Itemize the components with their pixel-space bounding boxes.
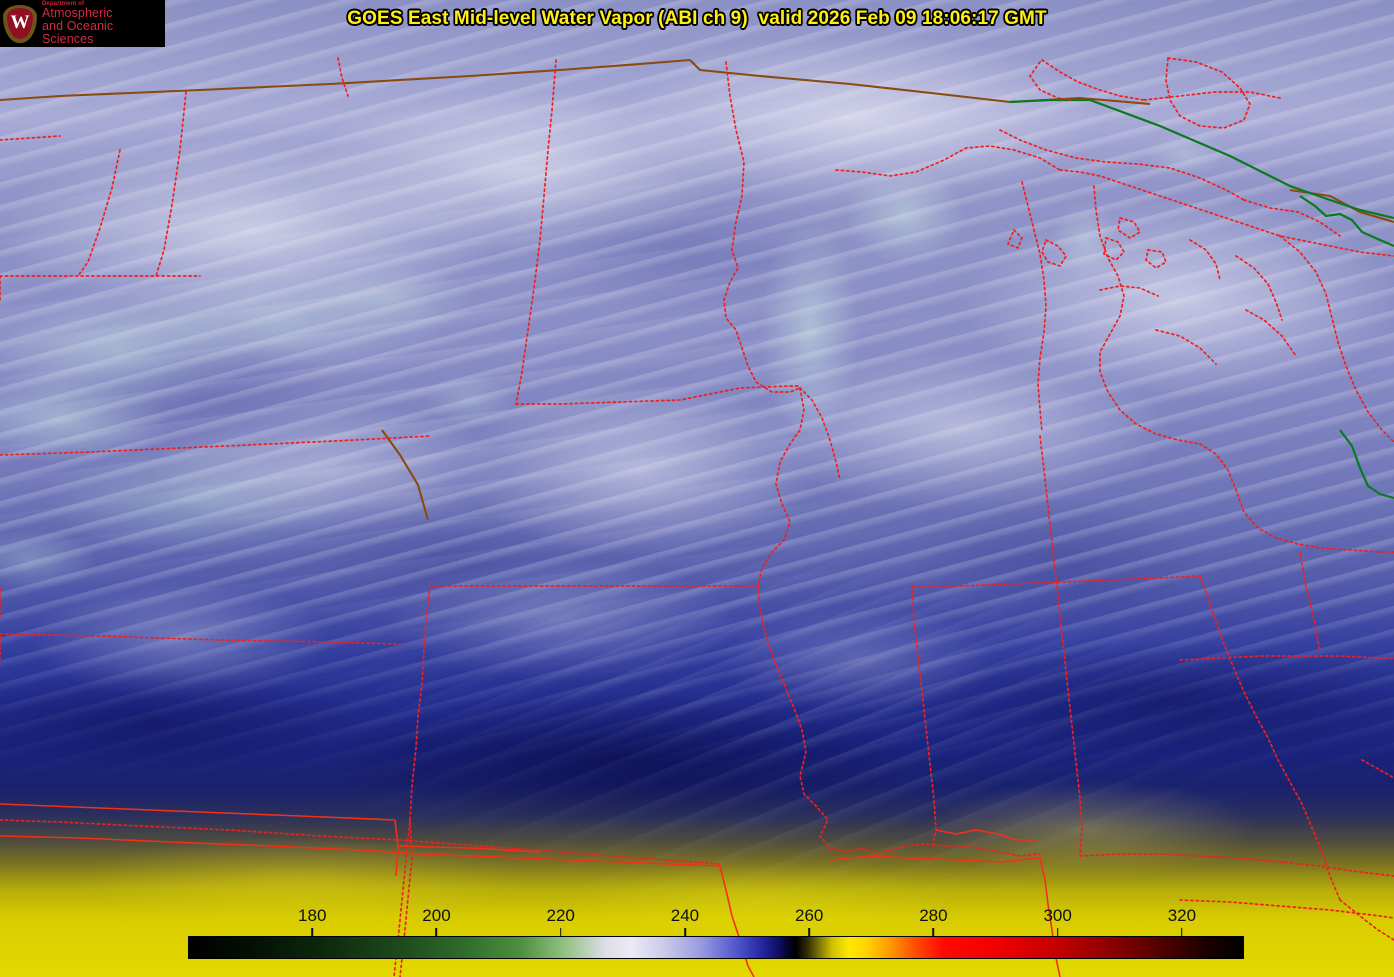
- colorbar-tick-label: 240: [670, 906, 700, 925]
- logo-department-line: Department of: [42, 0, 84, 7]
- colorbar-tick: [559, 928, 562, 936]
- logo-line-1: Atmospheric: [42, 5, 113, 20]
- colorbar-ticks: [188, 928, 1244, 936]
- colorbar-tick: [1181, 928, 1183, 936]
- crest-letter: W: [10, 11, 30, 33]
- colorbar-tick-label: 180: [298, 906, 327, 925]
- colorbar: 180 200 220 240 260 280 300 320: [188, 906, 1244, 959]
- colorbar-tick-label: 280: [919, 906, 948, 925]
- colorbar-tick: [932, 928, 935, 936]
- crest-shield-inner: [7, 7, 33, 39]
- colorbar-tick-labels: 180 200 220 240 260 280 300 320: [188, 906, 1244, 928]
- colorbar-tick: [1056, 928, 1059, 936]
- colorbar-gradient-strip: [188, 936, 1244, 959]
- national-boundary-lines: [0, 58, 1394, 521]
- logo-text-block: Department of Atmospheric and Oceanic Sc…: [42, 1, 165, 47]
- uw-aos-logo: W Department of Atmospheric and Oceanic …: [0, 0, 165, 47]
- colorbar-tick: [808, 928, 810, 936]
- state-boundary-lines: [0, 57, 1394, 977]
- colorbar-tick-label: 260: [794, 906, 824, 925]
- colorbar-tick-label: 300: [1043, 906, 1072, 925]
- colorbar-tick-label: 320: [1167, 906, 1197, 925]
- colorbar-tick-label: 220: [546, 906, 575, 925]
- uw-crest-icon: W: [3, 4, 37, 44]
- colorbar-tick: [311, 928, 314, 936]
- colorbar-tick: [435, 928, 438, 936]
- international-boundary-lines: [1009, 98, 1394, 500]
- logo-line-2: and Oceanic Sciences: [42, 19, 114, 47]
- colorbar-tick-label: 200: [422, 906, 451, 925]
- colorbar-tick: [684, 928, 686, 936]
